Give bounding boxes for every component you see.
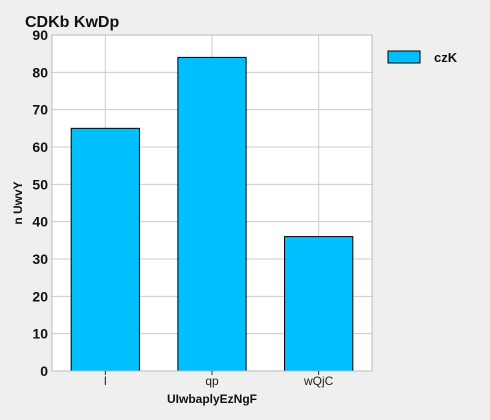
x-axis-ticks: l qp wQjC — [104, 371, 334, 388]
legend-swatch — [387, 50, 421, 64]
x-axis-label: UIwbaplyEzNgF — [167, 392, 257, 406]
chart-title: CDKb KwDp — [25, 14, 119, 31]
bars — [70, 56, 354, 372]
y-axis-label: n UwvY — [11, 181, 25, 224]
y-tick-label: 40 — [32, 214, 48, 230]
y-tick-label: 60 — [32, 139, 48, 155]
bar-l — [70, 127, 140, 372]
y-tick-label: 0 — [40, 363, 48, 379]
y-tick-label: 50 — [32, 176, 48, 192]
y-axis-ticks: 0 10 20 30 40 50 60 70 80 90 — [32, 27, 48, 379]
x-tick-label: wQjC — [303, 374, 334, 388]
y-tick-label: 10 — [32, 326, 48, 342]
x-tick-label: l — [104, 374, 107, 388]
bar-qp — [177, 56, 247, 372]
legend: czK — [387, 50, 458, 65]
y-tick-label: 30 — [32, 251, 48, 267]
y-tick-label: 70 — [32, 102, 48, 118]
x-tick-label: qp — [205, 374, 219, 388]
legend-label: czK — [434, 50, 458, 65]
y-tick-label: 80 — [32, 64, 48, 80]
y-tick-label: 20 — [32, 288, 48, 304]
y-tick-label: 90 — [32, 27, 48, 43]
bar-wQjC — [284, 236, 354, 372]
